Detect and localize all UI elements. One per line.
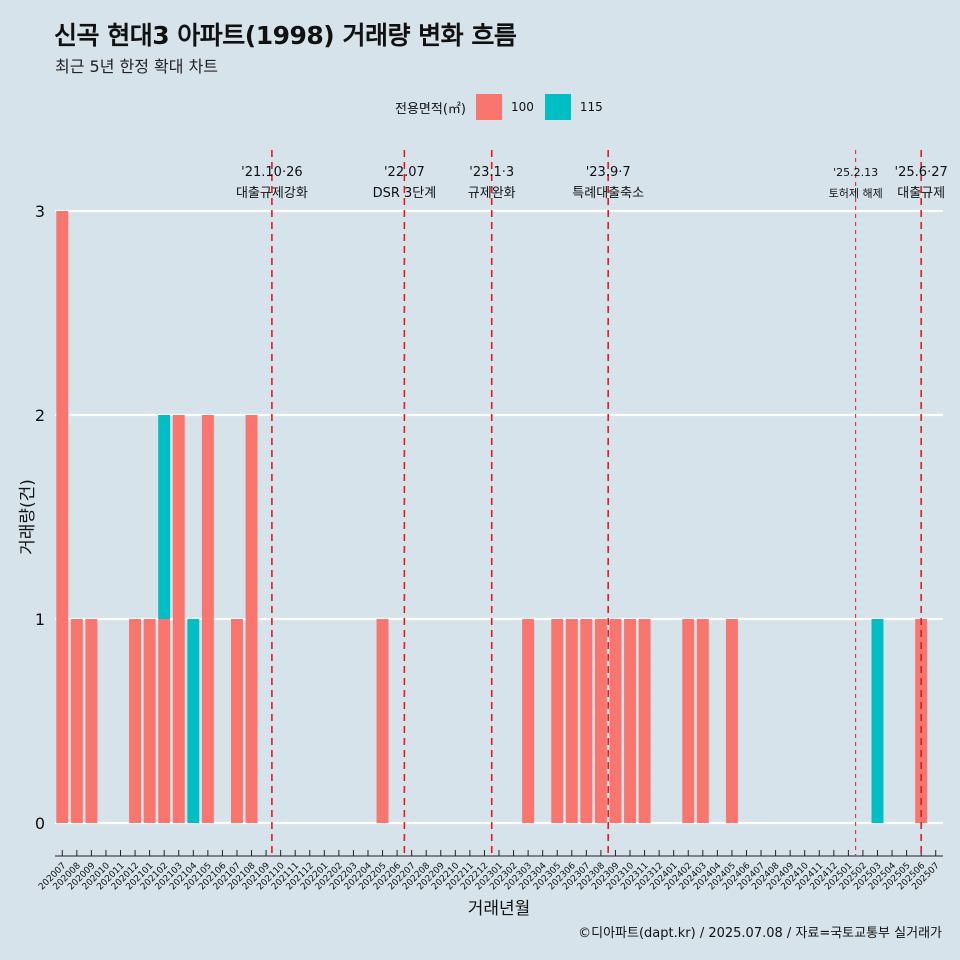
bar-100-202305 [551, 619, 564, 823]
bar-115-202503 [871, 619, 884, 823]
bar-100-202311 [638, 619, 651, 823]
bar-100-202108 [245, 415, 258, 823]
bar-100-202306 [565, 619, 578, 823]
legend-label-115: 115 [579, 100, 603, 114]
bar-100-202102 [158, 619, 171, 823]
bar-115-202102 [158, 415, 171, 619]
bar-100-202309 [609, 619, 622, 823]
bar-100-202101 [143, 619, 156, 823]
legend: 전용면적(㎡) 100 115 [395, 93, 614, 121]
event-date-label: '21.10·26 [241, 165, 302, 180]
y-tick-label: 2 [35, 406, 45, 425]
event-desc-label: 대출규제강화 [236, 186, 308, 201]
bar-100-202007 [56, 211, 69, 823]
legend-swatch-115 [544, 94, 571, 120]
event-desc-label: 특례대출축소 [572, 186, 644, 201]
event-desc-label: 규제완화 [468, 186, 516, 201]
event-desc-label: 대출규제 [897, 186, 945, 201]
x-axis-title: 거래년월 [468, 899, 531, 919]
legend-title: 전용면적(㎡) [395, 101, 466, 117]
bar-100-202103 [172, 415, 185, 823]
bar-100-202107 [230, 619, 243, 823]
y-tick-label: 1 [35, 610, 45, 629]
bar-100-202008 [70, 619, 83, 823]
bar-100-202402 [682, 619, 695, 823]
bar-100-202308 [594, 619, 607, 823]
bar-100-202012 [129, 619, 142, 823]
bar-100-202205 [376, 619, 389, 823]
event-date-label: '23.1·3 [469, 165, 514, 180]
bar-100-202105 [201, 415, 214, 823]
event-date-label: '22.07 [384, 165, 425, 180]
y-tick-label: 0 [35, 814, 45, 833]
bar-100-202009 [85, 619, 98, 823]
event-desc-label: DSR 3단계 [373, 186, 437, 201]
bar-100-202405 [725, 619, 738, 823]
bar-115-202104 [187, 619, 200, 823]
bar-100-202303 [522, 619, 535, 823]
legend-label-100: 100 [510, 100, 534, 114]
y-axis-title: 거래량(건) [18, 479, 38, 555]
bar-100-202310 [624, 619, 636, 823]
event-desc-label: 토허제 해제 [829, 186, 883, 200]
chart-subtitle: 최근 5년 한정 확대 차트 [55, 57, 219, 76]
chart-title: 신곡 현대3 아파트(1998) 거래량 변화 흐름 [54, 21, 517, 50]
event-date-label: '25.2.13 [833, 166, 878, 179]
source-caption: ©디아파트(dapt.kr) / 2025.07.08 / 자료=국토교통부 실… [578, 926, 942, 941]
event-date-label: '23.9·7 [586, 165, 631, 180]
y-tick-label: 3 [35, 202, 45, 221]
legend-swatch-100 [475, 94, 502, 120]
event-date-label: '25.6·27 [895, 165, 948, 180]
bar-100-202307 [580, 619, 593, 823]
bar-100-202403 [696, 619, 709, 823]
